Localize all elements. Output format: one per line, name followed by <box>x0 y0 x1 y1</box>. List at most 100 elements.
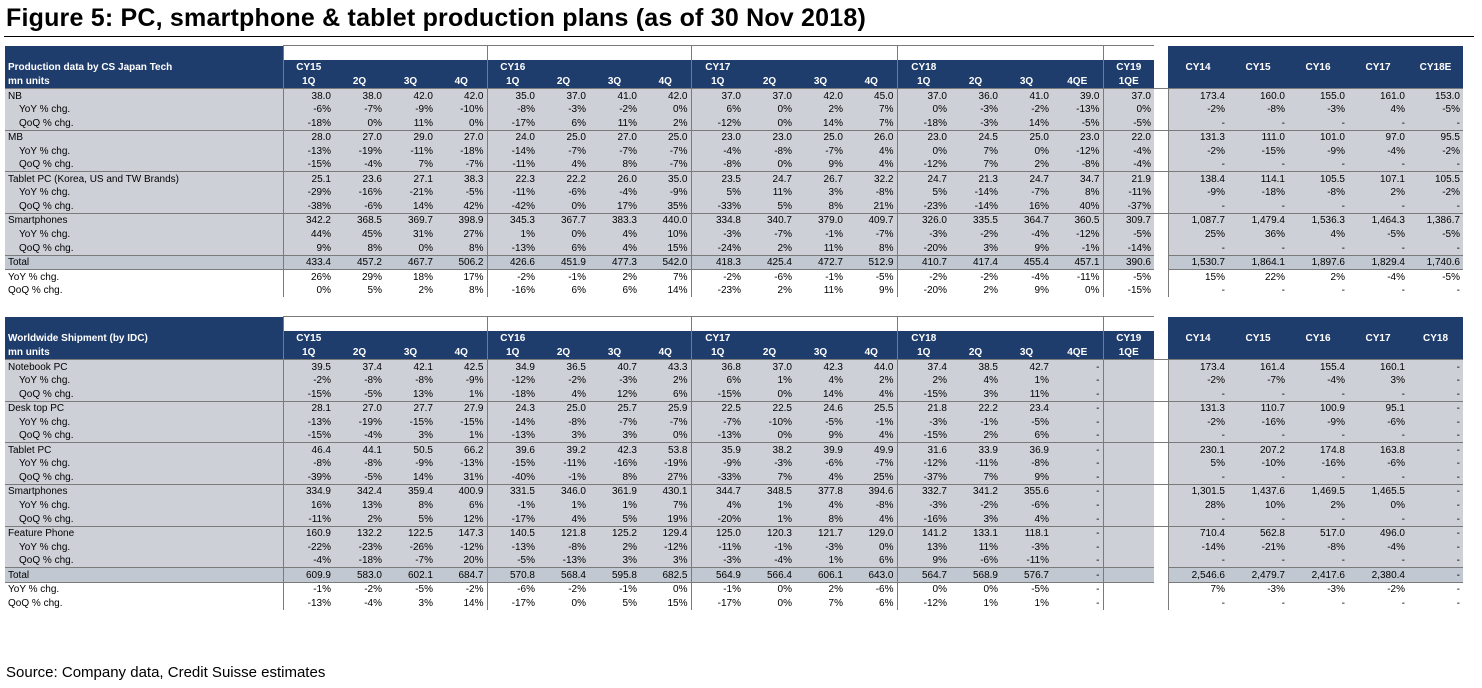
cell-value: 2% <box>777 285 792 297</box>
cell-value: -14% <box>950 185 1001 200</box>
cell-value: 25.0 <box>1001 129 1052 145</box>
annual-value: 173.4 <box>1167 358 1228 374</box>
annual-value: 517.0 <box>1288 525 1348 541</box>
cell-value: 4% <box>846 157 897 172</box>
source-note: Source: Company data, Credit Suisse esti… <box>6 664 326 681</box>
annual-value: 496.0 <box>1348 525 1408 541</box>
annual-value: - <box>1408 567 1463 583</box>
cell-value: 15% <box>667 597 688 609</box>
cell-value <box>1102 483 1154 499</box>
cell-value: 335.5 <box>950 212 1001 228</box>
row-label: MB <box>5 129 283 145</box>
cell-value: -13% <box>486 540 538 554</box>
annual-value: 0% <box>1348 498 1408 513</box>
quarter-header: 3Q <box>589 74 640 89</box>
cell-value: -11% <box>282 512 334 527</box>
row-label: Smartphones <box>5 483 283 499</box>
quarter-header: 3Q <box>1001 345 1052 360</box>
quarter-header: 3Q <box>589 345 640 360</box>
cell-value: -3% <box>690 227 744 242</box>
cell-value: 4% <box>538 157 589 172</box>
row-label: YoY % chg. <box>5 415 283 429</box>
annual-value: - <box>1348 199 1408 214</box>
annual-value: -8% <box>1288 185 1348 200</box>
cell-value: 36.9 <box>1001 442 1052 457</box>
row-label: QoQ % chg. <box>5 428 283 443</box>
annual-value: 10% <box>1228 498 1288 513</box>
year-header: CY19 <box>1102 331 1154 345</box>
cell-value: 20% <box>436 553 487 568</box>
cell-value: 346.0 <box>538 483 589 499</box>
cell-value: -15% <box>282 387 334 402</box>
cell-value: 11% <box>744 185 795 200</box>
shipment-table: Worldwide Shipment (by IDC) CY15 CY16 CY17 C… <box>5 316 1463 610</box>
cell-value: -6% <box>334 199 385 214</box>
cell-value: 0% <box>896 144 950 158</box>
annual-value: 2% <box>1330 271 1345 283</box>
annual-value: - <box>1228 470 1288 485</box>
cell-value: 122.5 <box>385 525 436 541</box>
cell-value <box>1102 582 1154 597</box>
cell-value: 6% <box>846 553 897 568</box>
cell-value: 0% <box>640 102 691 117</box>
cell-value: 24.6 <box>795 400 846 416</box>
annual-value: 1,465.5 <box>1348 483 1408 499</box>
cell-value: -6% <box>1001 498 1052 513</box>
cell-value: 40% <box>1052 199 1103 214</box>
cell-value: 29% <box>361 271 382 283</box>
cell-value: 3% <box>640 553 691 568</box>
sub-row: QoQ % chg. -4% -18% -7% 20% -5% -13% 3% 3% -3% -4%… <box>5 553 1463 568</box>
cell-value: -7% <box>846 227 897 242</box>
annual-value: -5% <box>1408 102 1463 117</box>
annual-value: 131.3 <box>1167 129 1228 145</box>
cell-value: 125.0 <box>690 525 744 541</box>
annual-value: -3% <box>1288 102 1348 117</box>
sub-row: QoQ % chg. -18% 0% 11% 0% -17% 6% 11% 2% -12% 0% 14… <box>5 116 1463 131</box>
annual-value: 5% <box>1167 456 1228 471</box>
cell-value: 2% <box>828 584 843 596</box>
quarter-header: 1Q <box>896 74 950 89</box>
cell-value: 355.6 <box>1001 483 1052 499</box>
annual-value: - <box>1228 387 1288 402</box>
category-row: Tablet PC 46.4 44.1 50.5 66.2 39.6 39.2 42.3 53.… <box>5 442 1463 457</box>
year-header: CY18 <box>896 331 950 345</box>
cell-value <box>1102 540 1154 554</box>
cell-value: 23.6 <box>334 171 385 186</box>
annual-value: - <box>1348 116 1408 131</box>
cell-value: 3% <box>418 597 433 609</box>
cell-value: -13% <box>538 553 589 568</box>
sub-row: QoQ % chg. -38% -6% 14% 42% -42% 0% 17% 35% -33% 5… <box>5 199 1463 214</box>
cell-value: 477.3 <box>589 254 640 271</box>
cell-value <box>1102 373 1154 388</box>
cell-value: 3% <box>589 428 640 443</box>
cell-value: 377.8 <box>795 483 846 499</box>
annual-value: 1,536.3 <box>1288 212 1348 228</box>
cell-value: 4% <box>846 387 897 402</box>
cell-value: 2% <box>640 116 691 131</box>
cell-value: 9% <box>795 428 846 443</box>
cell-value: -4% <box>1001 227 1052 242</box>
cell-value: 342.4 <box>334 483 385 499</box>
header-years: Production data by CS Japan Tech CY15 CY16… <box>5 60 1463 74</box>
cell-value: 23.5 <box>690 171 744 186</box>
cell-value: 27.1 <box>385 171 436 186</box>
annual-value: - <box>1401 597 1405 609</box>
cell-value: 22.3 <box>486 171 538 186</box>
quarter-header: 3Q <box>795 74 846 89</box>
cell-value: 129.0 <box>846 525 897 541</box>
cell-value: -2% <box>364 584 382 596</box>
cell-value: 37.4 <box>896 358 950 374</box>
annual-value: 1,301.5 <box>1167 483 1228 499</box>
cell-value: -8% <box>744 144 795 158</box>
cell-value: 2% <box>846 373 897 388</box>
cell-value: - <box>1052 512 1103 527</box>
cell-value: -18% <box>486 387 538 402</box>
cell-value: 2% <box>589 540 640 554</box>
cell-value: 26.0 <box>846 129 897 145</box>
cell-value: -12% <box>1052 227 1103 242</box>
annual-value: -14% <box>1167 540 1228 554</box>
cell-value: 26.0 <box>589 171 640 186</box>
cell-value: 27% <box>436 227 487 242</box>
cell-value: -39% <box>282 470 334 485</box>
cell-value: -3% <box>690 553 744 568</box>
